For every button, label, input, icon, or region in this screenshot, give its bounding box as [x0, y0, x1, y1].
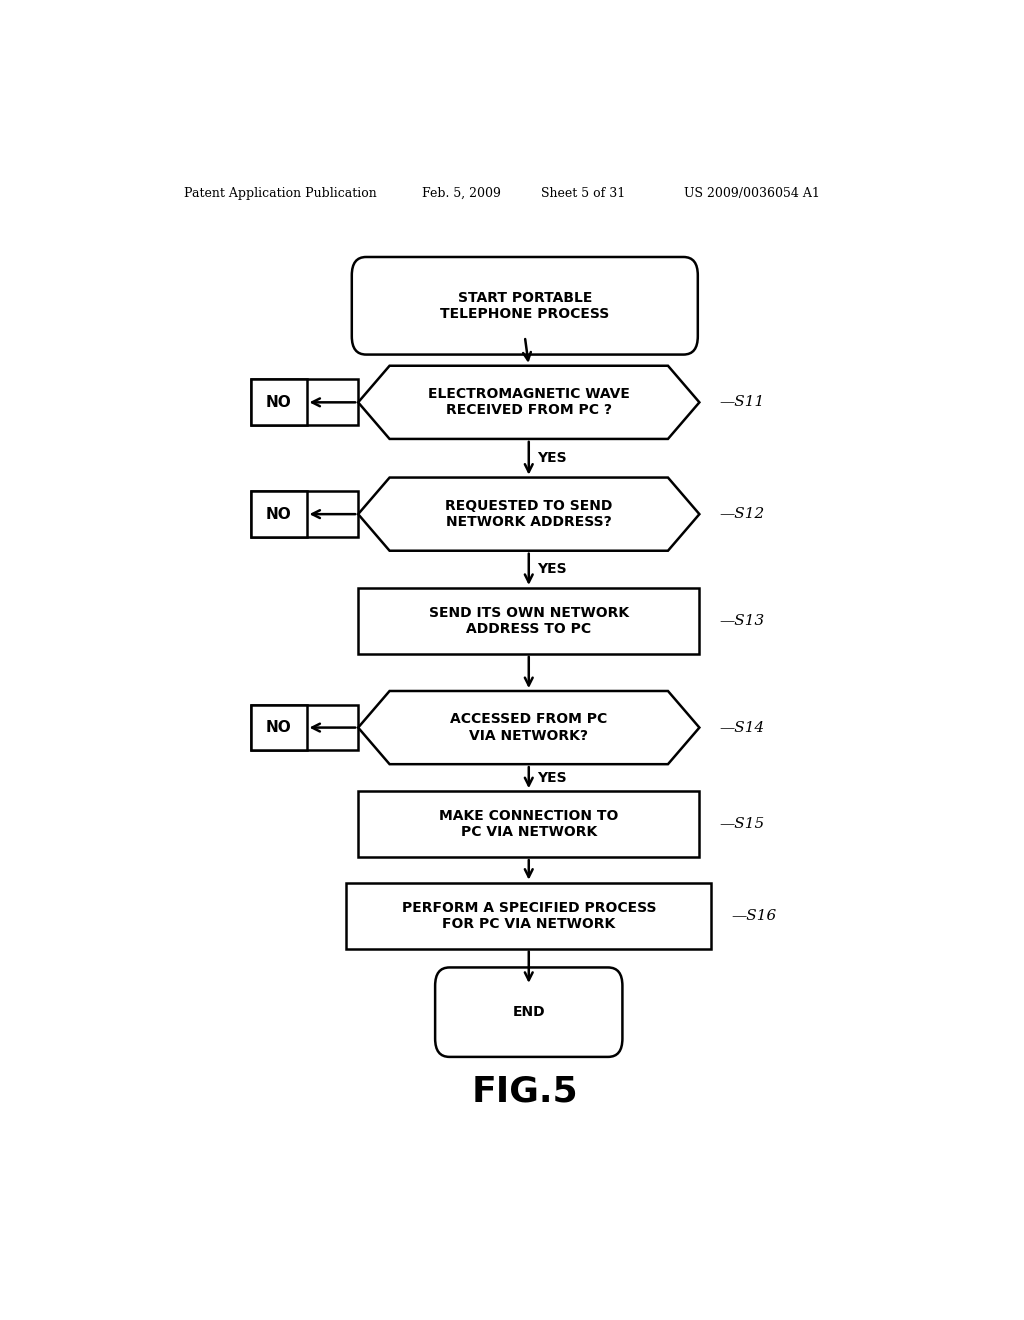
Text: Sheet 5 of 31: Sheet 5 of 31: [541, 187, 625, 199]
Text: Feb. 5, 2009: Feb. 5, 2009: [422, 187, 501, 199]
Text: NO: NO: [266, 395, 292, 409]
Polygon shape: [358, 478, 699, 550]
Text: START PORTABLE
TELEPHONE PROCESS: START PORTABLE TELEPHONE PROCESS: [440, 290, 609, 321]
Text: —S16: —S16: [731, 908, 776, 923]
Bar: [251, 491, 306, 537]
Bar: [346, 883, 712, 949]
Text: ELECTROMAGNETIC WAVE
RECEIVED FROM PC ?: ELECTROMAGNETIC WAVE RECEIVED FROM PC ?: [428, 387, 630, 417]
Text: —S13: —S13: [719, 614, 765, 628]
Bar: [358, 791, 699, 857]
Text: —S11: —S11: [719, 395, 765, 409]
Text: PERFORM A SPECIFIED PROCESS
FOR PC VIA NETWORK: PERFORM A SPECIFIED PROCESS FOR PC VIA N…: [401, 900, 656, 931]
Bar: [251, 705, 358, 751]
Text: SEND ITS OWN NETWORK
ADDRESS TO PC: SEND ITS OWN NETWORK ADDRESS TO PC: [429, 606, 629, 636]
Text: FIG.5: FIG.5: [471, 1074, 579, 1109]
FancyBboxPatch shape: [435, 968, 623, 1057]
Text: END: END: [512, 1005, 545, 1019]
Text: Patent Application Publication: Patent Application Publication: [183, 187, 376, 199]
Text: NO: NO: [266, 507, 292, 521]
Text: US 2009/0036054 A1: US 2009/0036054 A1: [684, 187, 819, 199]
Text: —S14: —S14: [719, 721, 765, 735]
Text: YES: YES: [537, 451, 566, 465]
Polygon shape: [358, 690, 699, 764]
Text: ACCESSED FROM PC
VIA NETWORK?: ACCESSED FROM PC VIA NETWORK?: [451, 713, 607, 743]
FancyBboxPatch shape: [352, 257, 697, 355]
Text: REQUESTED TO SEND
NETWORK ADDRESS?: REQUESTED TO SEND NETWORK ADDRESS?: [445, 499, 612, 529]
Text: YES: YES: [537, 771, 566, 784]
Bar: [251, 379, 306, 425]
Text: —S15: —S15: [719, 817, 765, 832]
Text: NO: NO: [266, 721, 292, 735]
Bar: [251, 491, 358, 537]
Bar: [358, 587, 699, 653]
Polygon shape: [358, 366, 699, 440]
Bar: [251, 379, 358, 425]
Text: YES: YES: [537, 562, 566, 577]
Text: —S12: —S12: [719, 507, 765, 521]
Bar: [251, 705, 306, 751]
Text: MAKE CONNECTION TO
PC VIA NETWORK: MAKE CONNECTION TO PC VIA NETWORK: [439, 809, 618, 840]
